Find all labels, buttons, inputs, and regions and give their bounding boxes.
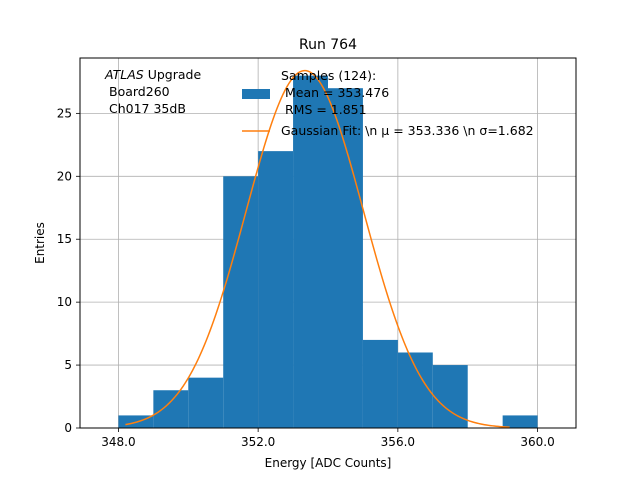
legend-samples-line: Samples (124): bbox=[281, 68, 376, 83]
legend-rms-line: RMS = 1.851 bbox=[281, 102, 367, 117]
y-tick-label-3: 15 bbox=[57, 232, 72, 246]
histogram-bar-4 bbox=[258, 151, 294, 428]
gaussian-fit-curve bbox=[125, 69, 510, 428]
channel-label: Ch017 35dB bbox=[109, 101, 186, 116]
axes-frame bbox=[79, 57, 577, 429]
y-tick-label-0: 0 bbox=[64, 421, 72, 435]
legend: Samples (124): Mean = 353.476 RMS = 1.85… bbox=[242, 68, 534, 138]
histogram-bar-1 bbox=[153, 390, 189, 428]
annotation-box: ATLAS Upgrade Board260 Ch017 35dB bbox=[104, 67, 201, 116]
histogram-bar-6 bbox=[328, 88, 363, 429]
legend-mean-line: Mean = 353.476 bbox=[281, 85, 389, 100]
x-axis-label: Energy [ADC Counts] bbox=[265, 456, 392, 470]
histogram-bar-8 bbox=[397, 352, 433, 428]
x-tick-label-2: 356.0 bbox=[381, 435, 415, 449]
y-tick-label-5: 25 bbox=[57, 106, 72, 120]
legend-fit-label: Gaussian Fit: \n μ = 353.336 \n σ=1.682 bbox=[281, 123, 534, 138]
y-tick-label-4: 20 bbox=[57, 169, 72, 183]
histogram-bars bbox=[118, 75, 538, 429]
y-ticks: 0 5 10 15 20 25 bbox=[57, 106, 80, 435]
legend-histogram-swatch bbox=[242, 89, 270, 99]
x-tick-label-0: 348.0 bbox=[101, 435, 135, 449]
y-tick-label-2: 10 bbox=[57, 295, 72, 309]
y-axis-label: Entries bbox=[33, 222, 47, 264]
atlas-label: ATLAS bbox=[104, 67, 144, 82]
svg-text:ATLAS Upgrade: ATLAS Upgrade bbox=[104, 67, 201, 82]
upgrade-label: Upgrade bbox=[148, 67, 202, 82]
x-tick-label-1: 352.0 bbox=[241, 435, 275, 449]
histogram-bar-5 bbox=[293, 75, 328, 428]
board-label: Board260 bbox=[109, 84, 170, 99]
histogram-bar-3 bbox=[223, 176, 259, 428]
histogram-bar-2 bbox=[188, 377, 224, 428]
x-ticks: 348.0 352.0 356.0 360.0 bbox=[101, 428, 555, 449]
chart-title: Run 764 bbox=[299, 37, 357, 53]
histogram-bar-7 bbox=[362, 339, 398, 428]
y-tick-label-1: 5 bbox=[64, 358, 72, 372]
histogram-bar-11 bbox=[502, 415, 538, 428]
x-tick-label-3: 360.0 bbox=[520, 435, 554, 449]
